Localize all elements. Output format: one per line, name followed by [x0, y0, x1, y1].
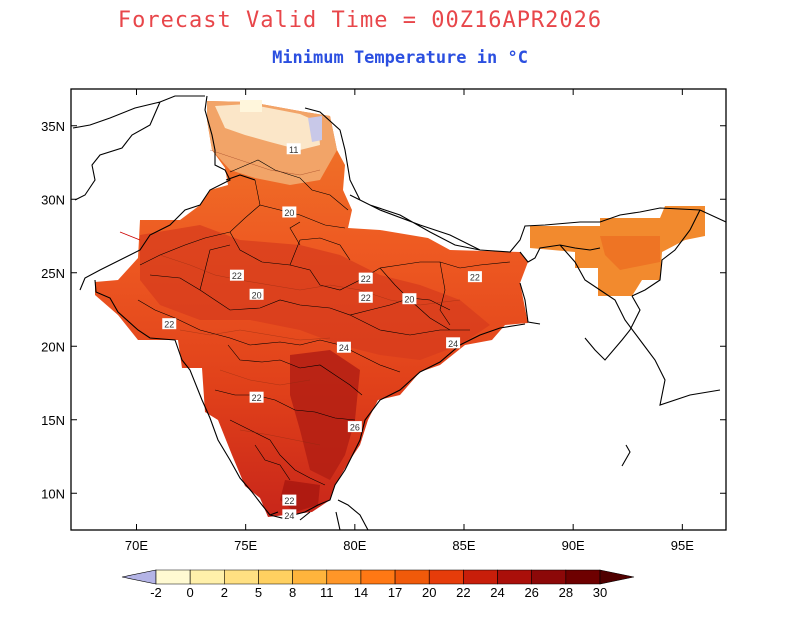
map-frame	[70, 88, 727, 531]
lat-tick-label: 10N	[41, 486, 65, 501]
northeast-borders	[519, 209, 721, 467]
longitude-axis: 70E 75E 80E 85E 90E 95E	[125, 89, 694, 553]
map-area	[72, 95, 726, 530]
colorbar-label: 24	[490, 585, 504, 600]
colorbar-label: 26	[524, 585, 538, 600]
thin-red-line	[119, 231, 141, 241]
colorbar-swatch	[497, 569, 532, 585]
central-warm-zone	[140, 225, 490, 360]
colorbar-label: 5	[255, 585, 262, 600]
forecast-title: Forecast Valid Time = 00Z16APR2026	[117, 8, 603, 33]
colorbar-label: 22	[456, 585, 470, 600]
contour-label: 22	[361, 293, 371, 303]
contour-label: 20	[252, 290, 262, 300]
colorbar-swatch	[463, 569, 498, 585]
contour-label: 20	[284, 208, 294, 218]
lat-tick-label: 35N	[41, 119, 65, 134]
contour-label-box	[467, 271, 482, 283]
colorbar-swatch	[189, 569, 225, 585]
colorbar-label: 20	[422, 585, 436, 600]
lon-tick-label: 75E	[234, 538, 257, 553]
colorbar-swatch	[292, 569, 328, 585]
colorbar-swatch	[428, 569, 464, 585]
sri-lanka-outline	[335, 499, 369, 530]
lon-tick-label: 80E	[343, 538, 366, 553]
contour-label-box	[358, 291, 373, 303]
colorbar-swatch	[224, 569, 259, 585]
colorbar-label: -2	[150, 585, 162, 600]
colorbar-label: 14	[354, 585, 368, 600]
contour-label-box	[446, 337, 461, 349]
contour-label: 22	[164, 320, 174, 330]
colorbar: -2 0 2 5 8 11 14 17 20 22 24 26 28 30	[121, 569, 635, 600]
north-cold-patch	[308, 116, 322, 142]
contour-label: 26	[350, 423, 360, 433]
map-subtitle: Minimum Temperature in °C	[272, 48, 528, 68]
colorbar-swatch	[360, 569, 396, 585]
lon-tick-label: 95E	[671, 538, 694, 553]
colorbar-swatch	[155, 569, 191, 585]
contour-label-box	[162, 318, 177, 330]
contour-label-box	[282, 206, 297, 218]
contour-label: 24	[284, 511, 294, 521]
north-cold-core	[215, 104, 320, 150]
contour-label: 22	[252, 393, 262, 403]
colorbar-label: 2	[221, 585, 228, 600]
colorbar-swatch	[531, 569, 567, 585]
colorbar-label: 28	[559, 585, 573, 600]
contour-label: 22	[284, 496, 294, 506]
north-cold-patch-2	[240, 100, 262, 112]
lat-tick-label: 20N	[41, 339, 65, 354]
contour-label: 11	[289, 145, 298, 155]
colorbar-swatch	[599, 569, 635, 585]
lon-tick-label: 90E	[562, 538, 585, 553]
contour-label-box	[229, 269, 244, 281]
contour-label-box	[249, 288, 264, 300]
coastline	[94, 279, 526, 521]
contour-label: 24	[448, 339, 458, 349]
lat-tick-label: 15N	[41, 413, 65, 428]
colorbar-swatch	[565, 569, 601, 585]
colorbar-swatch	[394, 569, 430, 585]
lon-tick-label: 70E	[125, 538, 148, 553]
contour-lines	[159, 149, 461, 446]
colorbar-swatch	[258, 569, 293, 585]
contour-label-box	[402, 293, 417, 305]
colorbar-label: 17	[388, 585, 402, 600]
contour-label-box	[286, 143, 301, 155]
country-borders	[72, 95, 726, 291]
contour-label-box	[282, 494, 297, 506]
lon-tick-label: 85E	[452, 538, 475, 553]
contour-label-layer: 11 20 22 20 22 22 22 20 22 24 24 22 26 22 24	[162, 143, 482, 521]
contour-label: 22	[361, 274, 371, 284]
latitude-axis: 10N 15N 20N 25N 30N 35N	[41, 119, 726, 501]
contour-label-box	[347, 421, 362, 433]
contour-label-box	[249, 391, 264, 403]
contour-label-box	[358, 272, 373, 284]
contour-label: 24	[339, 343, 349, 353]
lat-tick-label: 30N	[41, 192, 65, 207]
colorbar-label: 0	[187, 585, 194, 600]
colorbar-label: 8	[289, 585, 296, 600]
lat-tick-label: 25N	[41, 266, 65, 281]
contour-label: 22	[470, 273, 480, 283]
northeast-warm-patch	[600, 236, 660, 270]
colorbar-label: 30	[593, 585, 607, 600]
contour-label-box	[336, 341, 351, 353]
contour-label: 22	[232, 271, 242, 281]
colorbar-swatch	[326, 569, 362, 585]
colorbar-label: 11	[320, 585, 334, 600]
contour-label: 20	[404, 295, 414, 305]
contour-label-box	[282, 509, 297, 521]
colorbar-swatch	[121, 569, 157, 585]
